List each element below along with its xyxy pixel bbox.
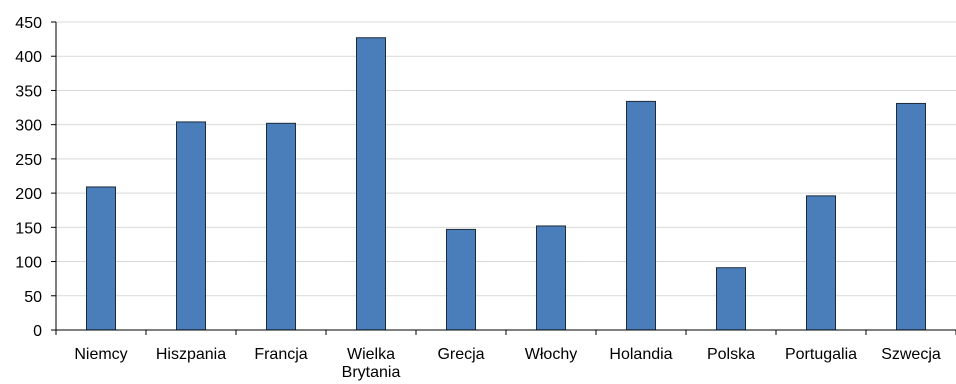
y-tick-label: 250 [15, 152, 42, 169]
bar-grecja [446, 228, 476, 331]
axes [51, 21, 956, 335]
y-tick-label: 100 [15, 255, 42, 272]
x-tick-label: Wielka [347, 346, 395, 363]
bar-niemcy [86, 186, 116, 331]
y-tick-label: 50 [24, 289, 42, 306]
x-tick-label: Brytania [342, 364, 401, 381]
y-tick-label: 200 [15, 186, 42, 203]
bar-szwecja [896, 102, 926, 331]
x-tick-label: Francja [254, 346, 307, 363]
bar-polska [716, 267, 746, 331]
bar-francja [266, 122, 296, 331]
y-tick-label: 350 [15, 83, 42, 100]
y-tick-labels: 0 50 100 150 200 250 300 350 400 450 [15, 15, 42, 340]
x-tick-label: Hiszpania [156, 346, 226, 363]
bar-portugalia [806, 195, 836, 331]
x-tick-label: Portugalia [785, 346, 857, 363]
bar-wielka-brytania [356, 37, 386, 331]
y-tick-label: 400 [15, 49, 42, 66]
y-tick-label: 0 [33, 323, 42, 340]
x-tick-label: Włochy [525, 346, 577, 363]
x-tick-label: Szwecja [881, 346, 941, 363]
x-tick-label: Holandia [609, 346, 672, 363]
x-tick-label: Niemcy [74, 346, 127, 363]
x-tick-label: Polska [707, 346, 755, 363]
bar-holandia [626, 100, 656, 331]
x-tick-label: Grecja [437, 346, 484, 363]
bar-włochy [536, 225, 566, 331]
y-tick-label: 150 [15, 220, 42, 237]
bars [86, 37, 926, 331]
y-tick-label: 450 [15, 15, 42, 32]
y-tick-label: 300 [15, 118, 42, 135]
bar-hiszpania [176, 121, 206, 331]
